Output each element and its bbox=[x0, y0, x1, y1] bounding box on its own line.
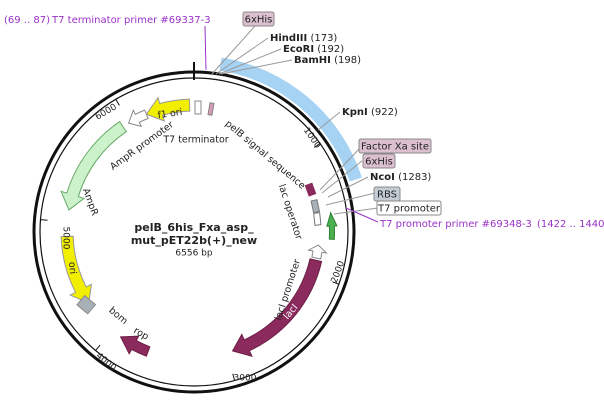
his-tag-mark bbox=[207, 102, 215, 116]
t7-promoter-arrow bbox=[326, 211, 338, 240]
leader bbox=[220, 59, 293, 75]
boxed-label: T7 promoter bbox=[377, 204, 441, 215]
rop-arrow bbox=[119, 335, 151, 357]
leader bbox=[218, 48, 282, 75]
leader bbox=[319, 147, 361, 191]
leader bbox=[345, 207, 379, 223]
ring-tick bbox=[95, 344, 101, 351]
tick-label: 5000 bbox=[61, 227, 71, 250]
pelB-box bbox=[304, 182, 317, 197]
map-shapes bbox=[32, 57, 362, 394]
boxed-label: 6xHis bbox=[365, 157, 393, 168]
leader bbox=[325, 192, 376, 206]
ampr-arrow bbox=[60, 121, 127, 211]
boxed-label: 6xHis bbox=[245, 15, 273, 26]
site-label: BamHI (198) bbox=[294, 55, 361, 66]
plasmid-length: 6556 bp bbox=[175, 249, 212, 259]
leader-lines bbox=[204, 25, 379, 223]
leader bbox=[327, 176, 369, 198]
site-position: (922) bbox=[371, 107, 398, 118]
site-name: KpnI bbox=[342, 107, 368, 118]
bom-box bbox=[76, 294, 97, 315]
selected-region bbox=[219, 57, 362, 182]
site-label: HindIII (173) bbox=[270, 33, 337, 44]
site-position: (173) bbox=[310, 33, 337, 44]
ring-tick bbox=[40, 219, 48, 221]
feature-label: AmpR bbox=[80, 187, 100, 218]
tick-label: 2000 bbox=[330, 259, 347, 284]
site-name: BamHI bbox=[294, 55, 331, 66]
feature-label: lac operator bbox=[276, 183, 304, 241]
boxed-label: RBS bbox=[377, 190, 397, 201]
feature-label: bom bbox=[106, 305, 129, 327]
lac-operator-box bbox=[313, 212, 322, 226]
feature-label: f1 ori bbox=[157, 107, 183, 121]
leader bbox=[204, 25, 207, 71]
leader bbox=[215, 37, 269, 75]
tick-label: 3000 bbox=[234, 374, 257, 384]
site-position: (1283) bbox=[398, 172, 431, 183]
leader bbox=[333, 207, 379, 215]
ring-tick bbox=[115, 99, 120, 106]
site-label: KpnI (922) bbox=[342, 107, 398, 118]
primer-range: (69 .. 87) bbox=[4, 15, 50, 26]
site-position: (192) bbox=[317, 44, 344, 55]
site-position: (198) bbox=[334, 55, 361, 66]
label-box bbox=[242, 11, 275, 27]
f1-ori-arrow bbox=[145, 96, 191, 122]
leader bbox=[321, 160, 363, 194]
ring-tick bbox=[313, 143, 321, 148]
primer-name: T7 terminator primer #69337-3 bbox=[51, 15, 211, 26]
ampr-promoter-arrow bbox=[127, 109, 149, 128]
primer-name: T7 promoter primer #69348-3 bbox=[379, 219, 532, 230]
leader bbox=[211, 25, 256, 75]
site-name: EcoRI bbox=[283, 44, 314, 55]
site-name: HindIII bbox=[270, 33, 307, 44]
ring-tick bbox=[232, 373, 236, 381]
plasmid-name: pelB_6his_Fxa_asp_ bbox=[134, 221, 254, 234]
site-label: NcoI (1283) bbox=[370, 172, 431, 183]
lacI-arrow bbox=[231, 258, 323, 357]
primer-range: (1422 .. 1440) bbox=[537, 219, 604, 230]
feature-label: T7 terminator bbox=[162, 135, 228, 146]
site-label: EcoRI (192) bbox=[283, 44, 344, 55]
label-box bbox=[376, 200, 442, 216]
feature-label: pelB signal sequence bbox=[223, 118, 308, 191]
label-box bbox=[362, 153, 396, 169]
ring-tick bbox=[332, 281, 340, 285]
label-box bbox=[358, 138, 432, 154]
boxed-label: Factor Xa site bbox=[361, 142, 429, 153]
rbs-box bbox=[310, 199, 321, 214]
feature-label: ori bbox=[66, 261, 78, 274]
leader bbox=[317, 111, 341, 131]
tick-label: 1000 bbox=[301, 126, 322, 151]
plasmid-name: mut_pET22b(+)_new bbox=[131, 234, 257, 247]
site-name: NcoI bbox=[370, 172, 395, 183]
lacI-promoter-arrow bbox=[307, 244, 328, 260]
t7-terminator-box bbox=[194, 100, 202, 115]
